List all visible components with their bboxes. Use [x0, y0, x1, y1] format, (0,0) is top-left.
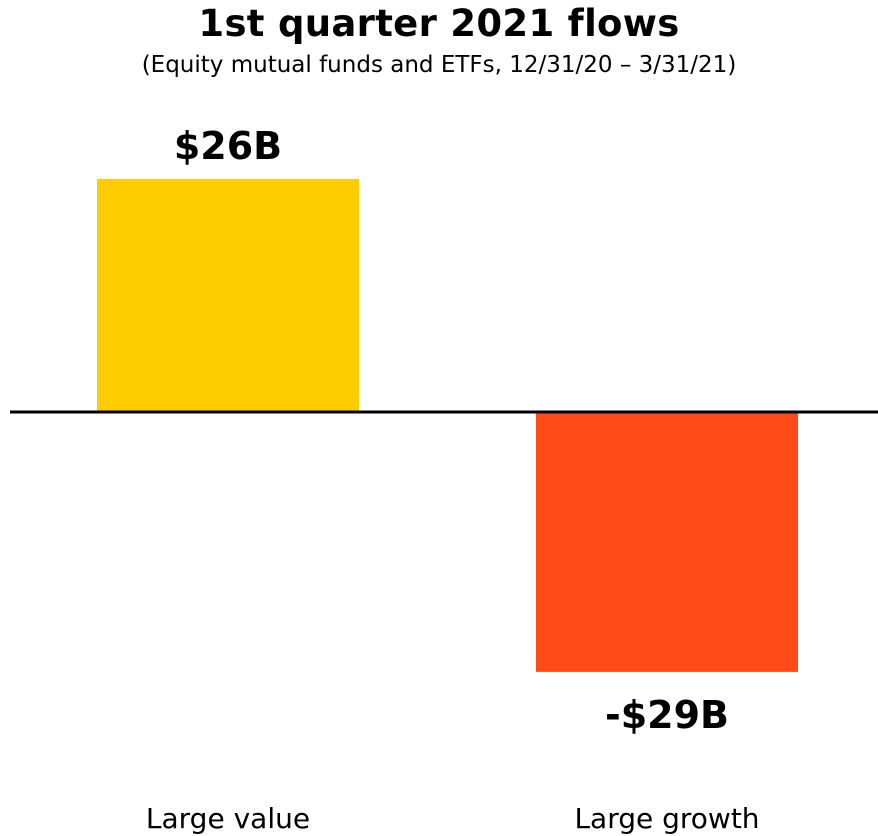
value-label-large-value: $26B [174, 124, 282, 168]
category-label-large-value: Large value [146, 802, 310, 835]
category-label-large-growth: Large growth [574, 802, 759, 835]
chart-subtitle: (Equity mutual funds and ETFs, 12/31/20 … [141, 52, 737, 78]
bar-large-value [97, 179, 359, 412]
chart-title: 1st quarter 2021 flows [198, 2, 680, 45]
value-label-large-growth: -$29B [605, 693, 729, 737]
bar-large-growth [536, 412, 798, 672]
